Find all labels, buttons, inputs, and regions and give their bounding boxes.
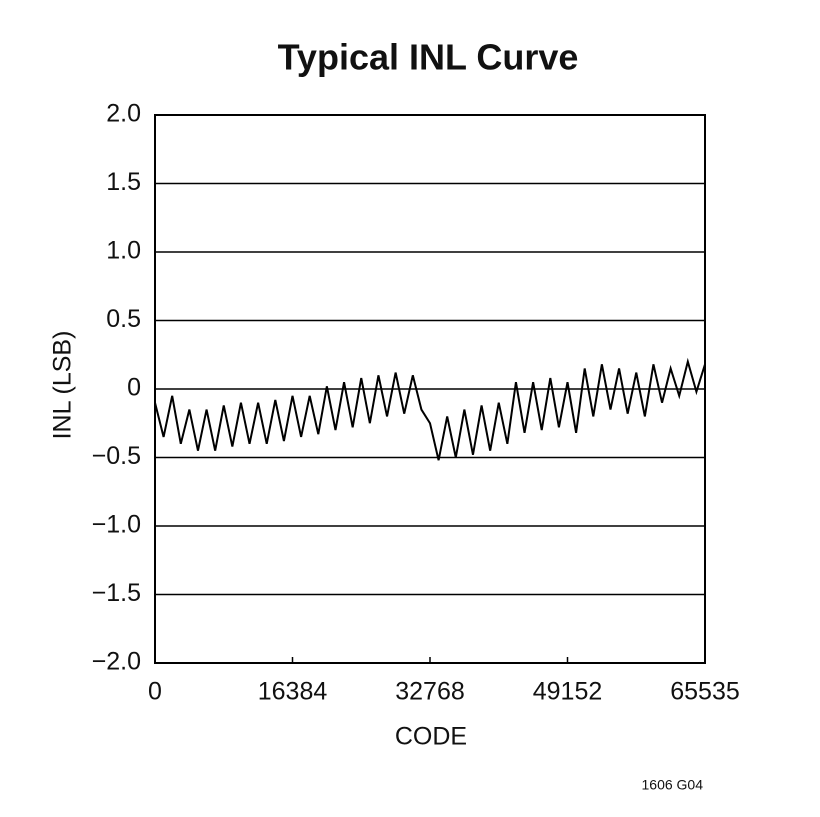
plot-frame — [154, 114, 706, 664]
y-tick-label: 0 — [127, 374, 141, 402]
inl-line — [154, 357, 706, 461]
x-tick-label: 16384 — [258, 678, 328, 706]
x-tick-label: 32768 — [395, 678, 465, 706]
x-tick-label: 0 — [148, 678, 162, 706]
y-tick-label: 1.0 — [106, 237, 141, 265]
y-tick-label: 0.5 — [106, 305, 141, 333]
y-tick-label: −0.5 — [92, 442, 141, 470]
chart-title: Typical INL Curve — [278, 37, 579, 78]
y-axis-label: INL (LSB) — [49, 331, 77, 440]
y-tick-label: 2.0 — [106, 100, 141, 128]
note: 1606 G04 — [642, 777, 704, 793]
x-axis-label: CODE — [395, 723, 467, 751]
x-tick-label: 65535 — [670, 678, 740, 706]
y-tick-label: −1.0 — [92, 511, 141, 539]
y-tick-label: −2.0 — [92, 648, 141, 676]
y-tick-label: 1.5 — [106, 168, 141, 196]
y-tick-label: −1.5 — [92, 579, 141, 607]
x-tick-label: 49152 — [533, 678, 603, 706]
